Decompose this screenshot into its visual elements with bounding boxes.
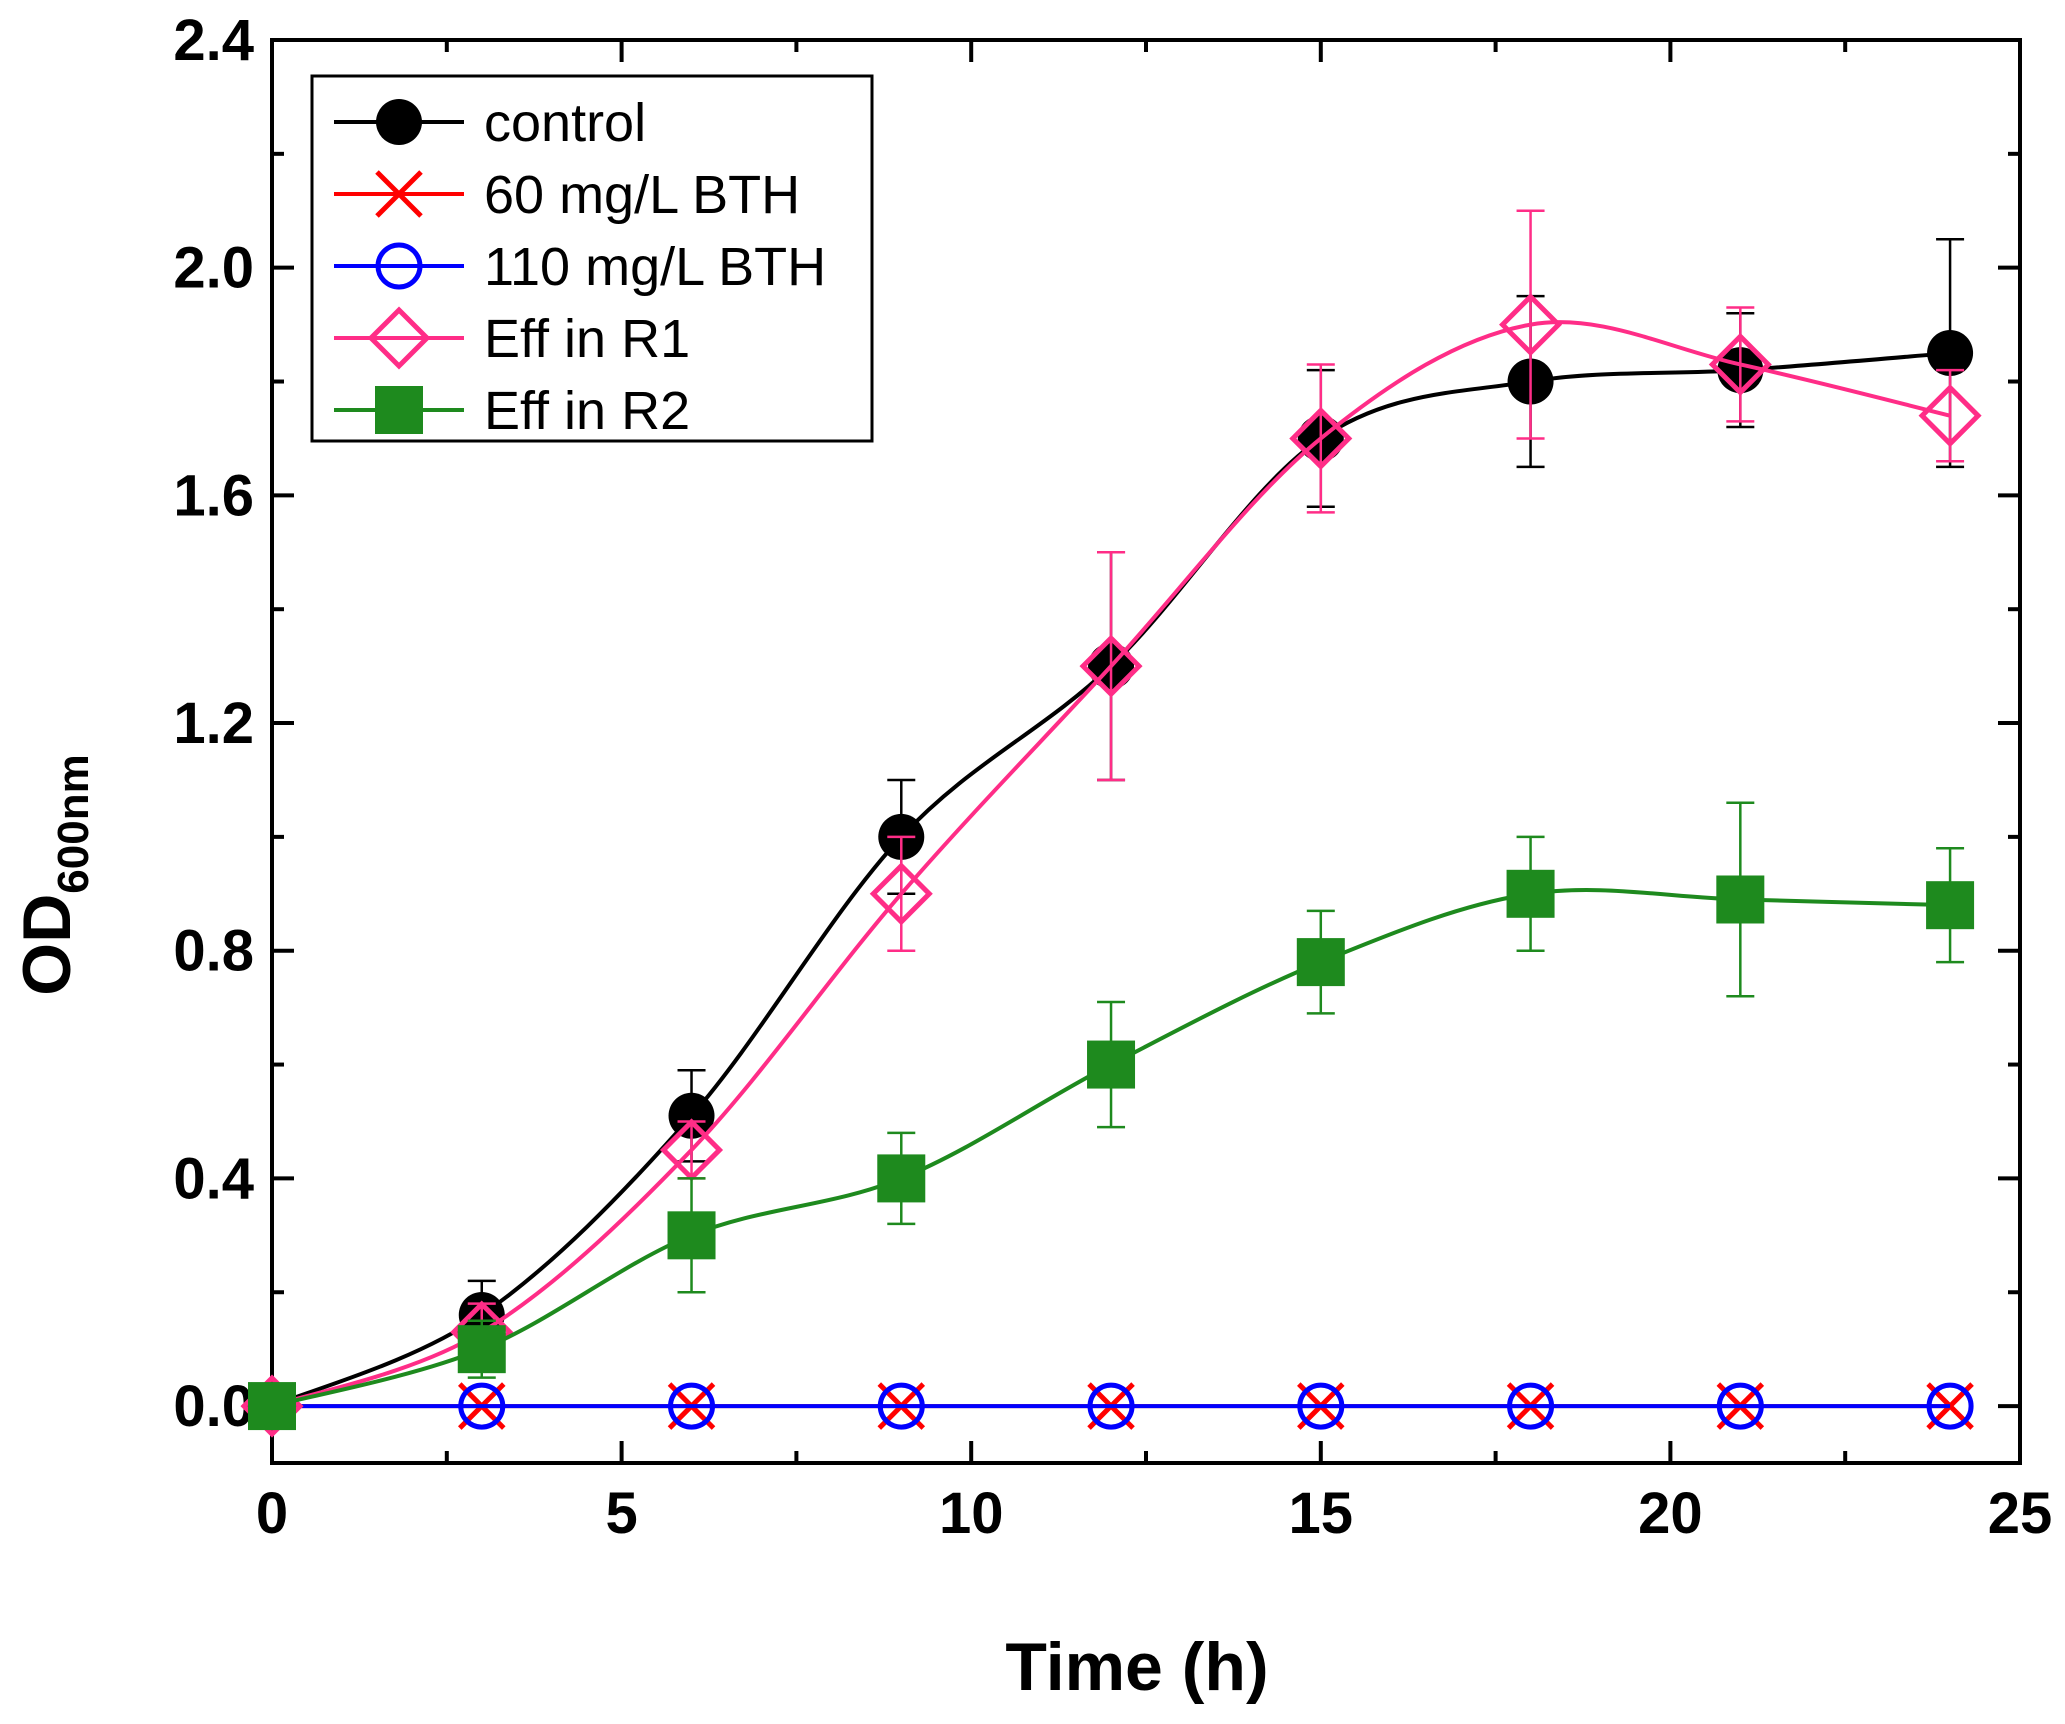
y-tick-label: 0.0	[173, 1374, 254, 1439]
legend-label: 60 mg/L BTH	[484, 165, 800, 225]
data-point	[1499, 293, 1563, 357]
error-bar	[1936, 368, 1965, 463]
data-point	[1506, 869, 1555, 918]
data-point	[457, 1325, 506, 1374]
legend-marker	[375, 386, 423, 434]
data-point	[1918, 384, 1982, 448]
data-point	[668, 1092, 715, 1139]
data-point	[1926, 881, 1975, 930]
y-axis-title-group: OD600nm	[9, 754, 98, 995]
y-axis-title-main: OD	[9, 894, 85, 996]
error-bar	[1516, 209, 1545, 440]
y-tick-label: 0.4	[173, 1146, 254, 1211]
series-layer	[240, 209, 1982, 1438]
legend-label: control	[484, 93, 646, 153]
y-axis-title: OD600nm	[9, 754, 98, 995]
y-tick-label: 0.8	[173, 919, 254, 984]
series-line	[271, 351, 1951, 1408]
data-point	[869, 862, 933, 926]
data-point	[667, 1211, 716, 1260]
legend-entry: Eff in R1	[334, 306, 690, 370]
series-line	[271, 888, 1951, 1409]
error-bar	[1306, 363, 1335, 514]
legend-marker-stroke	[375, 170, 423, 218]
data-point	[1289, 406, 1353, 470]
error-bar	[1726, 306, 1755, 423]
series-eff-in-r2	[248, 801, 1975, 1431]
y-tick-label: 1.6	[173, 463, 254, 528]
y-tick-label: 2.0	[173, 236, 254, 301]
data-point	[1926, 1382, 1974, 1430]
data-point	[1507, 1382, 1555, 1430]
x-axis-title: Time (h)	[1005, 1629, 1268, 1705]
legend-entry: 60 mg/L BTH	[334, 165, 800, 225]
legend-entry: control	[334, 93, 646, 153]
data-point	[248, 1382, 296, 1431]
x-tick-label: 5	[605, 1481, 637, 1546]
data-point	[1087, 1040, 1136, 1089]
legend-marker	[376, 99, 422, 145]
data-point	[877, 1382, 925, 1430]
data-point	[1079, 634, 1143, 698]
data-point	[1927, 330, 1974, 377]
series-line	[271, 320, 1951, 1408]
legend-entry: 110 mg/L BTH	[334, 237, 826, 297]
x-tick-label: 25	[1988, 1481, 2053, 1546]
data-point	[1297, 1382, 1345, 1430]
data-point	[458, 1382, 506, 1430]
legend-marker	[375, 242, 423, 290]
error-bar	[1097, 551, 1126, 782]
legend-label: 110 mg/L BTH	[484, 237, 826, 297]
tick-labels: 0 5 10 15 20 25 0.0 0.4 0.8 1.2 1.6 2.0 2.4	[173, 8, 2052, 1546]
legend-label: Eff in R2	[484, 381, 690, 441]
series-eff-in-r1	[240, 209, 1982, 1438]
error-bar	[887, 835, 916, 952]
data-point	[1087, 1382, 1135, 1430]
legend-entry: Eff in R2	[334, 381, 690, 441]
legend-marker	[375, 170, 423, 218]
data-point	[877, 1154, 926, 1203]
y-axis-title-subscript: 600nm	[49, 754, 98, 893]
data-point	[1296, 938, 1345, 987]
x-tick-label: 10	[939, 1481, 1004, 1546]
series-110-mg-l-bth	[248, 1382, 1974, 1430]
legend: control 60 mg/L BTH 110 mg/L BTH Eff in R1 E…	[310, 74, 874, 443]
axis-ticks	[270, 38, 2022, 1463]
legend-marker	[367, 306, 431, 370]
x-tick-label: 0	[256, 1481, 288, 1546]
data-point	[1716, 1382, 1764, 1430]
data-point	[668, 1382, 716, 1430]
x-tick-label: 20	[1638, 1481, 1703, 1546]
data-point	[1716, 875, 1765, 924]
legend-label: Eff in R1	[484, 309, 690, 369]
y-tick-label: 2.4	[173, 8, 254, 73]
x-tick-label: 15	[1289, 1481, 1354, 1546]
data-point	[1708, 332, 1772, 396]
y-tick-label: 1.2	[173, 691, 254, 756]
